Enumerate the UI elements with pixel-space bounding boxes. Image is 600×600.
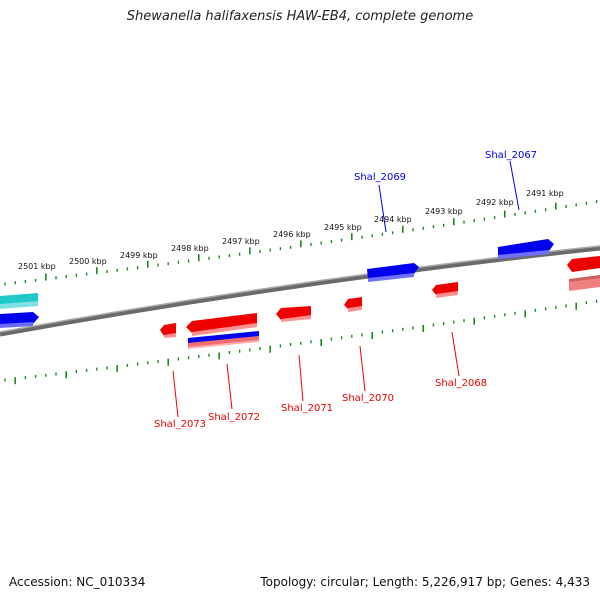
- gene-labels: Shal_2069 Shal_2067 Shal_2073 Shal_2072 …: [154, 150, 537, 430]
- gene-label-shal-2069[interactable]: Shal_2069: [354, 172, 406, 183]
- scale-label-2491: 2491 kbp: [526, 189, 564, 198]
- scale-label-2497: 2497 kbp: [222, 237, 260, 246]
- gene-label-shal-2071[interactable]: Shal_2071: [281, 403, 333, 414]
- map-title: Shewanella halifaxensis HAW-EB4, complet…: [126, 9, 474, 24]
- scale-label-2496: 2496 kbp: [273, 230, 311, 239]
- scale-label-2495: 2495 kbp: [324, 223, 362, 232]
- scale-label-2493: 2493 kbp: [425, 207, 463, 216]
- scale-label-2501: 2501 kbp: [18, 262, 56, 271]
- leader-shal-2067: [509, 160, 520, 211]
- scale-label-2498: 2498 kbp: [171, 244, 209, 253]
- accession-label: Accession: NC_010334: [9, 575, 146, 589]
- leader-shal-2069: [378, 184, 387, 233]
- gene-shal-2069-arrow[interactable]: [367, 263, 419, 282]
- gene-label-shal-2070[interactable]: Shal_2070: [342, 393, 394, 404]
- rna-gene-feature[interactable]: [0, 293, 38, 309]
- leader-shal-2073: [172, 370, 179, 418]
- leader-shal-2071: [298, 354, 304, 402]
- gene-shal-2072-arrow[interactable]: [186, 313, 257, 336]
- genome-backbone: [0, 245, 600, 337]
- genome-summary: Topology: circular; Length: 5,226,917 bp…: [260, 575, 590, 589]
- leader-shal-2072: [226, 363, 233, 410]
- gene-shal-2071-arrow[interactable]: [276, 306, 311, 322]
- leader-shal-2068: [451, 331, 460, 377]
- scale-label-2494: 2494 kbp: [374, 215, 412, 224]
- scale-label-2500: 2500 kbp: [69, 257, 107, 266]
- gene-shal-2073-arrow[interactable]: [160, 323, 176, 338]
- gene-label-shal-2072[interactable]: Shal_2072: [208, 412, 260, 423]
- scale-labels: 2501 kbp 2500 kbp 2499 kbp 2498 kbp 2497…: [18, 189, 564, 271]
- reverse-gene-right-edge[interactable]: [567, 256, 600, 291]
- gene-label-shal-2068[interactable]: Shal_2068: [435, 378, 487, 389]
- gene-label-shal-2073[interactable]: Shal_2073: [154, 419, 206, 430]
- leader-shal-2070: [359, 345, 366, 392]
- gene-shal-2070-arrow[interactable]: [344, 297, 362, 312]
- overlapping-gene-pair-shal-2072[interactable]: [188, 331, 259, 349]
- scale-label-2499: 2499 kbp: [120, 251, 158, 260]
- forward-gene-left-edge[interactable]: [0, 312, 39, 328]
- gene-shal-2067-arrow[interactable]: [498, 239, 554, 259]
- scale-label-2492: 2492 kbp: [476, 198, 514, 207]
- gene-label-shal-2067[interactable]: Shal_2067: [485, 150, 537, 161]
- outer-scale-ticks: [4, 200, 598, 286]
- gene-shal-2068-arrow[interactable]: [432, 282, 458, 298]
- inner-scale-ticks: [4, 299, 598, 385]
- gene-leader-lines: [172, 160, 520, 418]
